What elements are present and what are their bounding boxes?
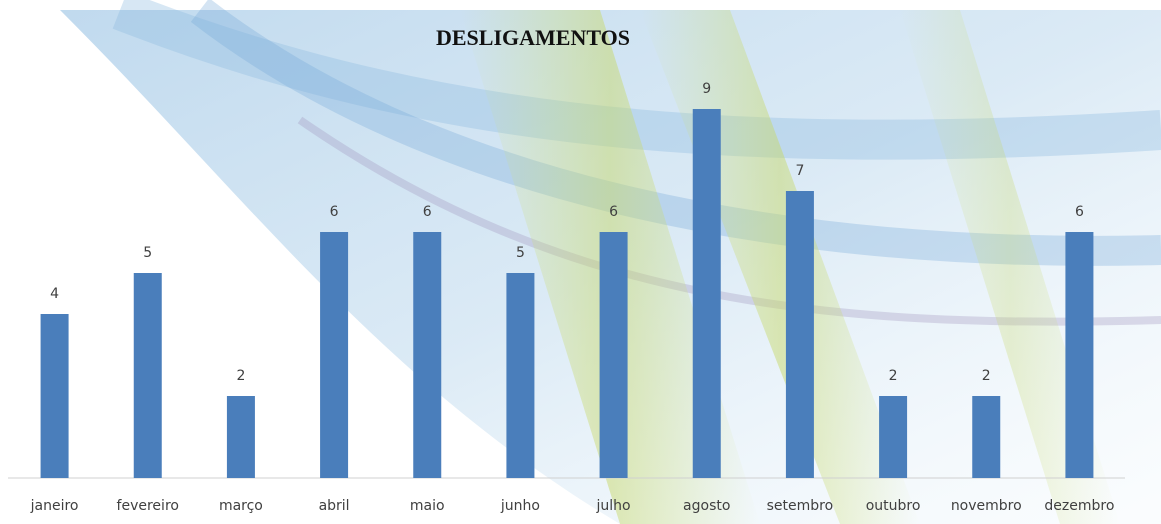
data-label: 2: [889, 368, 898, 384]
data-label: 5: [143, 245, 152, 261]
x-tick-label: janeiro: [30, 498, 79, 514]
x-tick-label: julho: [596, 498, 631, 514]
bar: [133, 273, 162, 478]
data-label: 6: [423, 204, 432, 220]
bar: [879, 396, 908, 478]
data-label: 6: [1075, 204, 1084, 220]
bar: [785, 191, 814, 478]
bar: [40, 314, 69, 478]
x-tick-label: novembro: [951, 498, 1022, 514]
data-label: 4: [50, 286, 59, 302]
data-label: 6: [609, 204, 618, 220]
x-tick-label: fevereiro: [117, 498, 179, 514]
x-tick-label: junho: [500, 498, 540, 514]
x-tick-label: outubro: [866, 498, 921, 514]
data-label: 2: [982, 368, 991, 384]
x-tick-label: agosto: [683, 498, 730, 514]
data-label: 7: [795, 163, 804, 179]
chart-title: DESLIGAMENTOS: [436, 25, 630, 50]
bar: [506, 273, 535, 478]
x-tick-label: abril: [319, 498, 350, 514]
bar: [1065, 232, 1094, 478]
x-tick-label: dezembro: [1044, 498, 1114, 514]
bar: [413, 232, 442, 478]
bar: [972, 396, 1001, 478]
bar: [226, 396, 255, 478]
data-label: 6: [330, 204, 339, 220]
bar: [692, 109, 721, 478]
x-tick-label: março: [219, 498, 263, 514]
data-label: 2: [236, 368, 245, 384]
x-tick-label: maio: [410, 498, 445, 514]
bar: [599, 232, 628, 478]
x-tick-label: setembro: [767, 498, 834, 514]
data-label: 5: [516, 245, 525, 261]
bar: [320, 232, 349, 478]
data-label: 9: [702, 81, 711, 97]
